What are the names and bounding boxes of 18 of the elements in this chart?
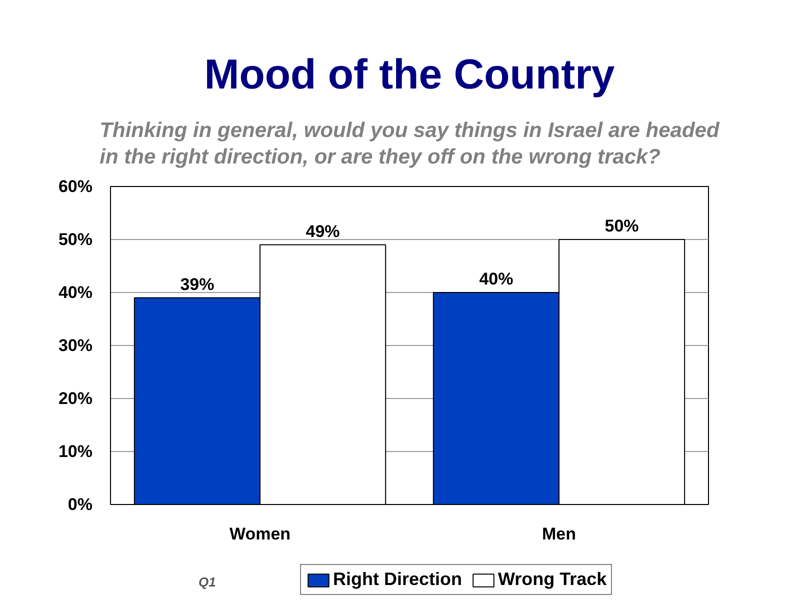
data-label: 40% [479, 270, 514, 288]
data-label: 39% [180, 274, 214, 294]
chart-title: Mood of the Country [204, 50, 616, 98]
x-tick-label: Women [229, 524, 291, 544]
chart-subtitle: Thinking in general, would you say things in Israel are headed in the right direction, or are they off on the wrong track? [100, 119, 720, 168]
y-tick-label: 40% [58, 283, 93, 302]
legend-label: Wrong Track [498, 569, 607, 590]
y-tick-label: 10% [58, 442, 93, 461]
y-tick-label: 0% [68, 495, 93, 514]
y-tick-label: 60% [58, 177, 93, 196]
x-tick-label: Men [542, 524, 576, 544]
y-tick-label: 30% [58, 336, 93, 355]
y-tick-label: 20% [58, 389, 93, 408]
text: Q1 [198, 574, 216, 590]
y-tick-label: 50% [58, 230, 93, 249]
legend-label: Right Direction [333, 569, 462, 590]
data-label: 50% [604, 216, 639, 236]
data-label: 49% [306, 222, 340, 241]
